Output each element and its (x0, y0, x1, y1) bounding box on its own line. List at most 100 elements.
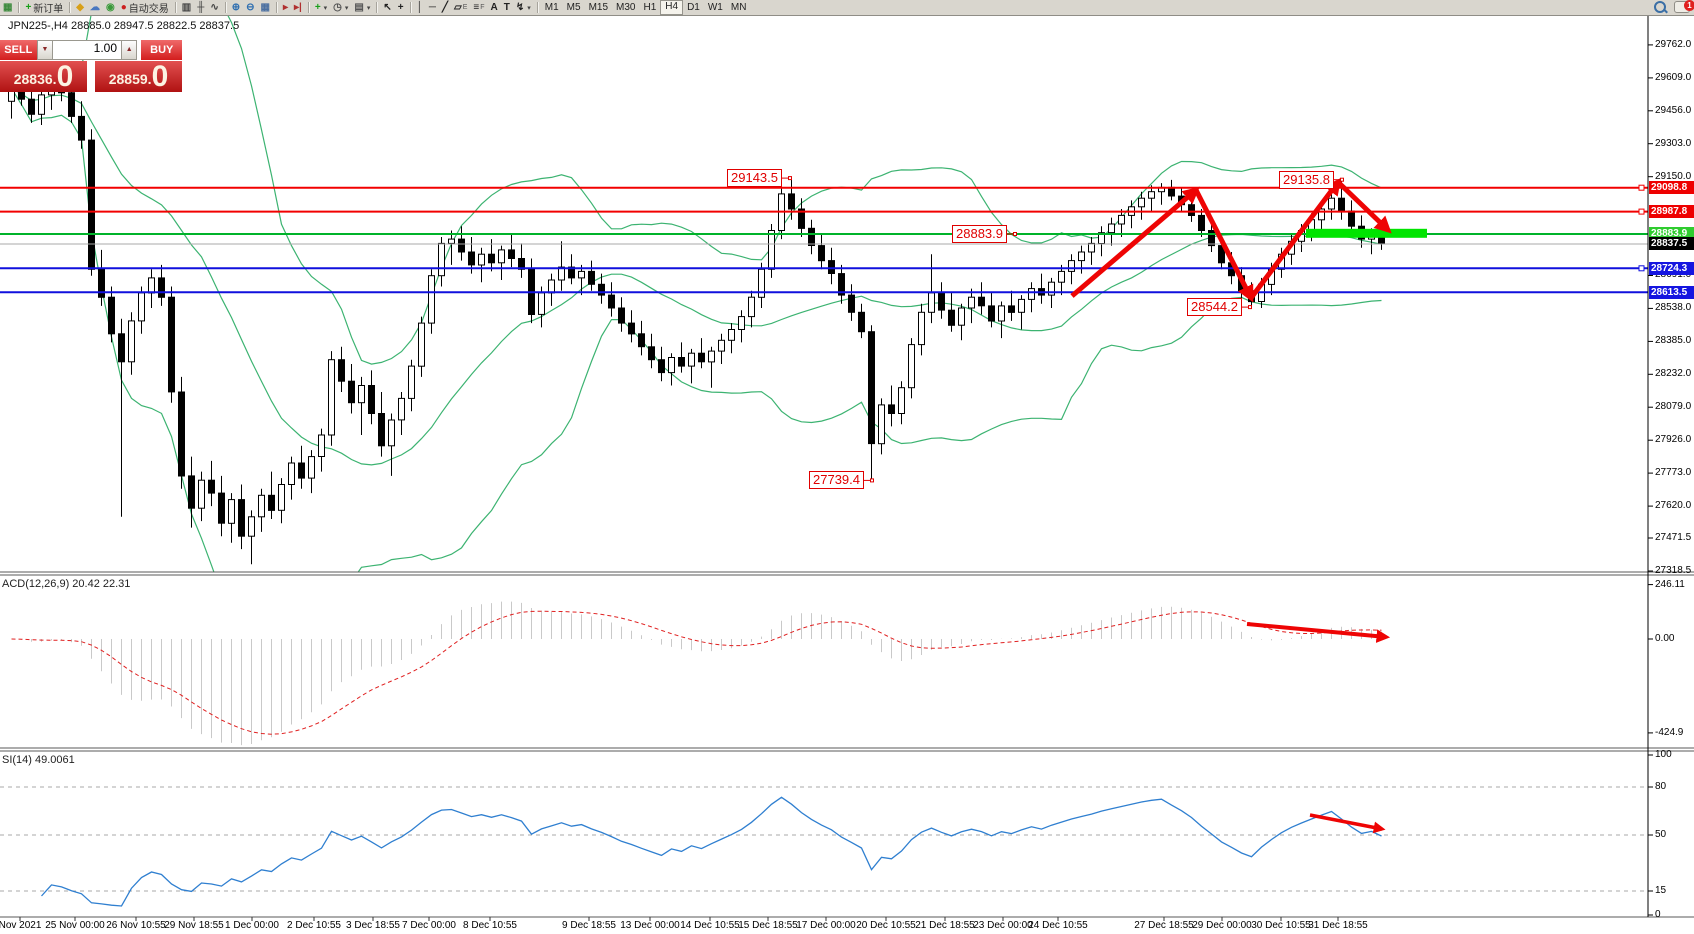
trend-arrow[interactable] (1249, 177, 1342, 300)
macd-tick: 246.11 (1655, 578, 1685, 590)
fibonacci-icon: ≡ (473, 1, 480, 13)
trend-arrow[interactable] (1070, 186, 1200, 298)
horizontal-line-icon: ─ (428, 1, 436, 13)
buy-price[interactable]: 28859. 0 (95, 61, 182, 92)
chat-icon[interactable]: 1 (1674, 0, 1694, 13)
line-chart-icon: ∿ (210, 1, 219, 13)
price-tag-29098.8: 29098.8 (1649, 181, 1694, 195)
auto-scroll-icon[interactable]: ▸ (280, 1, 291, 15)
rsi-tick: 100 (1655, 749, 1672, 760)
toolbar-right: 1 (1654, 0, 1694, 13)
trendline-icon[interactable]: ╱ (439, 1, 451, 15)
toolbar-separator (69, 2, 71, 13)
toolbar-separator (275, 2, 277, 13)
signal-icon[interactable]: ◉ (103, 1, 118, 15)
annotation-28883.9[interactable]: 28883.9 (952, 224, 1007, 243)
timeframe-w1[interactable]: W1 (707, 2, 723, 13)
text-label-icon[interactable]: T (501, 1, 513, 15)
new-chart-icon[interactable]: ▦ (0, 1, 15, 15)
timeframe-h1[interactable]: H1 (643, 2, 657, 13)
vertical-line-icon: │ (416, 1, 423, 13)
macd-arrow[interactable] (1246, 622, 1391, 643)
fibonacci-icon[interactable]: ≡ F (470, 1, 487, 15)
annotation-28544.2[interactable]: 28544.2 (1187, 298, 1242, 317)
bollinger-bands (10, 15, 1382, 572)
annotation-29143.5[interactable]: 29143.5 (727, 169, 782, 188)
volume-decrease-button[interactable]: ▼ (36, 40, 54, 60)
price-tag-28987.8: 28987.8 (1649, 205, 1694, 219)
crosshair-icon: + (397, 1, 404, 13)
vertical-line-icon[interactable]: │ (414, 1, 426, 15)
main-toolbar: ▦ + 新订单 ◆ ☁ ◉ ● 自动交易 ▥ ╫ ∿ ⊕ ⊖ ▦ ▸ ▸| + ▾ ◷ ▾ ▤ ▾ ↖ + │ ─ ╱ ▱ E ≡ F A T ↯… (0, 0, 1694, 16)
time-axis-label: 8 Dec 10:55 (463, 920, 517, 931)
timeframe-m15[interactable]: M15 (588, 2, 609, 13)
timeframe-mn[interactable]: MN (730, 2, 747, 13)
price-tag-28613.5: 28613.5 (1649, 285, 1694, 299)
sell-button[interactable]: SELL (0, 40, 37, 60)
buy-price-main: 28859 (108, 71, 148, 87)
time-axis-label: 25 Nov 00:00 (45, 920, 105, 931)
toolbar-separator (536, 2, 538, 13)
price-tick: 29303.0 (1655, 137, 1692, 149)
periods-icon[interactable]: ◷ ▾ (330, 1, 351, 15)
volume-input[interactable]: 1.00 (53, 40, 121, 60)
metaeditor-icon[interactable]: ◆ (73, 1, 87, 15)
templates-icon[interactable]: ▤ ▾ (351, 1, 373, 15)
price-tick: 27471.5 (1655, 532, 1692, 544)
zoom-out-icon[interactable]: ⊖ (243, 1, 257, 15)
chart-shift-icon[interactable]: ▸| (291, 1, 305, 15)
chart-shift-icon: ▸| (293, 1, 302, 13)
toolbar-separator (307, 2, 309, 13)
text-icon[interactable]: A (488, 1, 501, 15)
green-highlight-zone[interactable] (1306, 228, 1427, 238)
time-axis-label: 29 Nov 18:55 (164, 920, 224, 931)
timeframe-m30[interactable]: M30 (616, 2, 636, 13)
equidistant-channel-icon[interactable]: ▱ E (451, 1, 470, 15)
price-tick: 28691.0 (1655, 269, 1692, 281)
price-tick: 29609.0 (1655, 71, 1692, 83)
horizontal-line-icon[interactable]: ─ (426, 1, 439, 15)
candlestick-chart-icon[interactable]: ╫ (194, 1, 207, 15)
zoom-out-icon: ⊖ (246, 1, 255, 13)
new-order-button[interactable]: + 新订单 (22, 1, 66, 16)
chat-badge: 1 (1684, 0, 1694, 11)
timeframe-m5[interactable]: M5 (566, 2, 581, 13)
trend-arrow[interactable] (1193, 188, 1254, 303)
zoom-in-icon[interactable]: ⊕ (229, 1, 243, 15)
rsi-arrow[interactable] (1309, 813, 1386, 834)
search-icon[interactable] (1654, 1, 1666, 13)
bar-chart-icon[interactable]: ▥ (179, 1, 194, 15)
trend-arrow[interactable] (1336, 180, 1392, 234)
sell-price[interactable]: 28836. 0 (0, 61, 87, 92)
volume-increase-button[interactable]: ▲ (121, 40, 138, 60)
new-order-button: + (25, 1, 32, 13)
candlestick-chart-icon: ╫ (197, 1, 205, 13)
annotation-29135.8[interactable]: 29135.8 (1279, 170, 1334, 189)
arrows-icon[interactable]: ↯ ▾ (513, 1, 534, 15)
timeframe-d1[interactable]: D1 (687, 2, 700, 13)
buy-button[interactable]: BUY (141, 40, 183, 60)
line-chart-icon[interactable]: ∿ (207, 1, 221, 15)
equidistant-channel-icon: ▱ (454, 1, 462, 13)
toolbar-separator (18, 2, 20, 13)
time-axis-label: 24 Dec 10:55 (1028, 920, 1088, 931)
annotation-27739.4[interactable]: 27739.4 (809, 471, 864, 490)
crosshair-icon[interactable]: + (395, 1, 407, 15)
profile-icon[interactable]: ☁ (87, 1, 103, 15)
cursor-icon: ↖ (383, 1, 392, 13)
timeframe-h4[interactable]: H4 (660, 0, 684, 15)
auto-scroll-icon: ▸ (282, 1, 288, 13)
tile-windows-icon[interactable]: ▦ (258, 1, 273, 15)
time-axis-label: 17 Dec 00:00 (796, 920, 856, 931)
rsi-tick: 80 (1655, 781, 1667, 792)
timeframe-m1[interactable]: M1 (544, 2, 559, 13)
price-tick: 28538.0 (1655, 302, 1692, 314)
time-axis-label: 27 Dec 18:55 (1134, 920, 1194, 931)
indicators-icon[interactable]: + ▾ (312, 1, 330, 15)
auto-trading-button[interactable]: ● 自动交易 (118, 1, 172, 16)
time-axis-label: 23 Dec 00:00 (973, 920, 1033, 931)
time-axis-label: 15 Dec 18:55 (738, 920, 798, 931)
time-axis-label: 7 Dec 00:00 (402, 920, 456, 931)
periods-icon: ◷ (333, 1, 342, 13)
cursor-icon[interactable]: ↖ (380, 1, 394, 15)
